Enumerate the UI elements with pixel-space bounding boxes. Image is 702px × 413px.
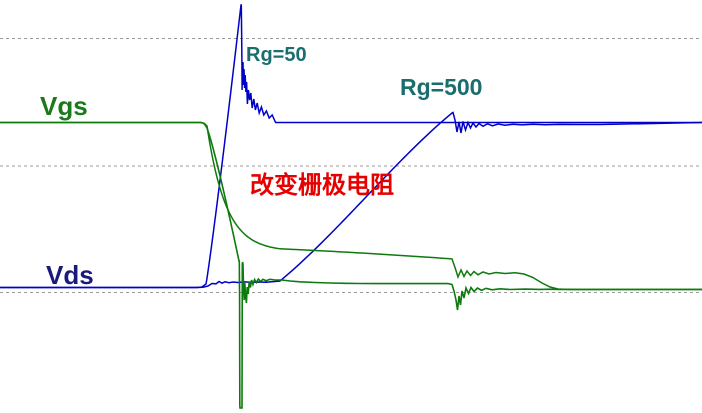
svg-text:改变栅极电阻: 改变栅极电阻 — [250, 171, 394, 199]
svg-text:Rg=50: Rg=50 — [246, 44, 307, 66]
svg-text:Rg=500: Rg=500 — [400, 74, 482, 100]
svg-text:Vgs: Vgs — [40, 91, 88, 121]
svg-text:Vds: Vds — [46, 260, 94, 290]
